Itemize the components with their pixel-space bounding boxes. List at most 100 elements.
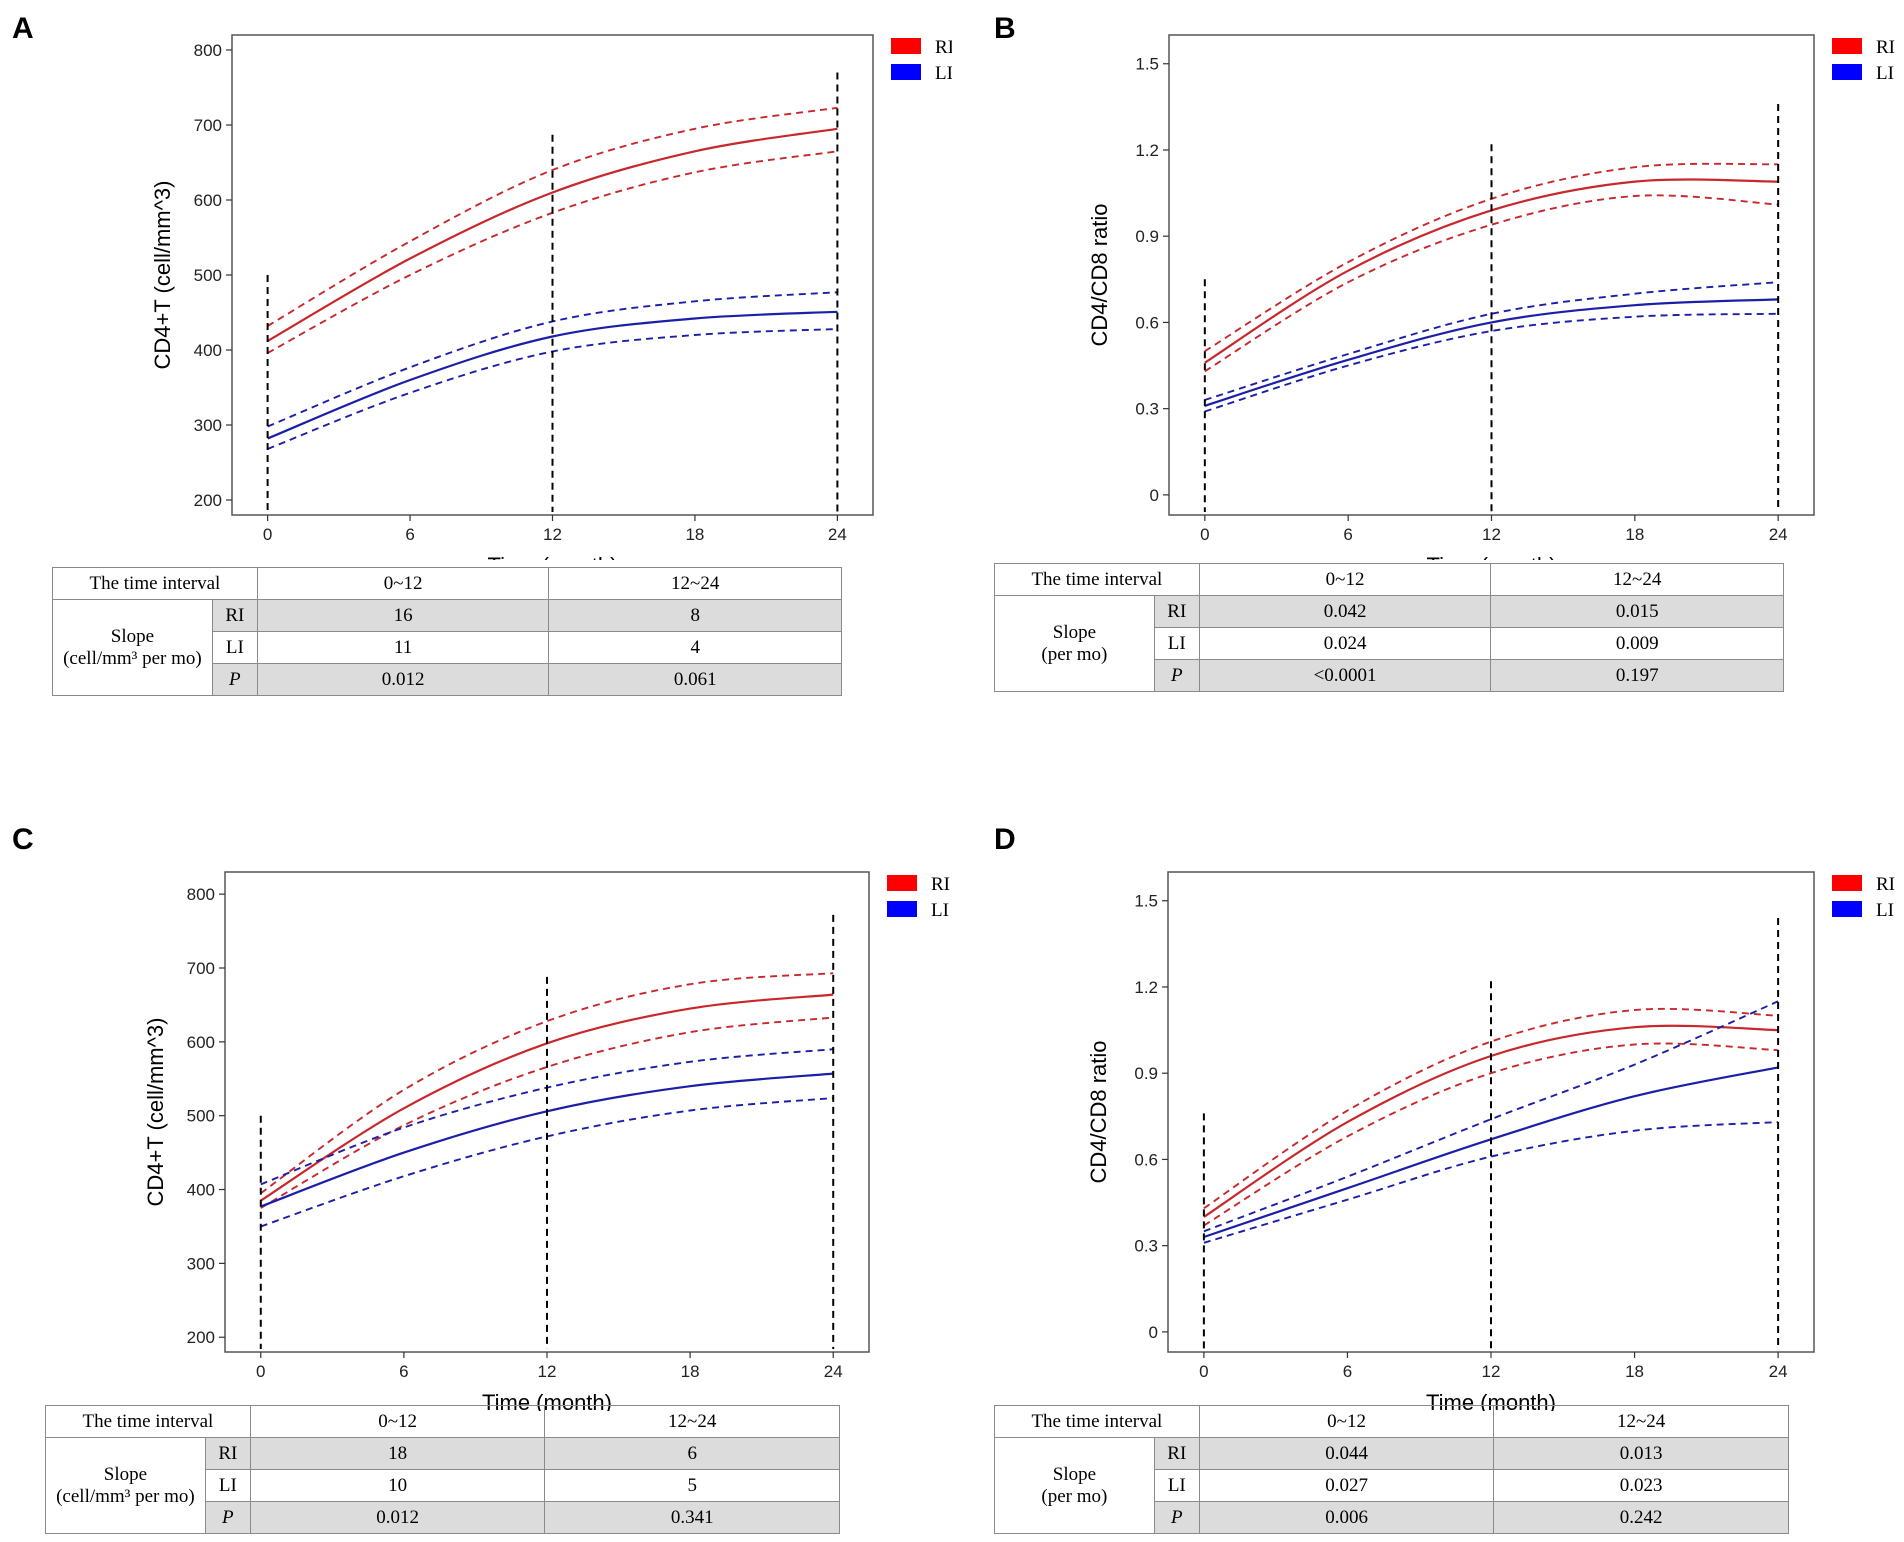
series-li <box>1204 298 1779 407</box>
legend-label-li: LI <box>931 900 949 921</box>
y-tick-label: 1.5 <box>1134 892 1158 911</box>
x-tick-label: 24 <box>1769 1362 1788 1381</box>
header-time-interval: The time interval <box>994 563 1200 596</box>
legend-swatch-ri <box>1832 38 1862 54</box>
row-label: RI <box>1153 1437 1200 1470</box>
panel-c: C 200 300 400 500 600 700 800 0 6 12 18 24 Time (mont… <box>0 771 952 1542</box>
legend-swatch-ri <box>1832 875 1862 891</box>
slope-label-line: (cell/mm³ per mo) <box>63 647 202 669</box>
value-cell: 0.044 <box>1198 1437 1495 1470</box>
y-tick-label: 1.5 <box>1135 55 1159 74</box>
value-cell: 0.027 <box>1198 1469 1495 1502</box>
legend-label-li: LI <box>1876 63 1894 84</box>
plot-frame <box>1168 34 1815 516</box>
x-tick-label: 6 <box>405 525 414 544</box>
value-cell: 0.197 <box>1490 659 1784 692</box>
x-tick-label: 0 <box>1199 1362 1208 1381</box>
series-ri-lower <box>1203 1042 1779 1227</box>
panel-b: B 0 0.3 0.6 0.9 1.2 1.5 0 6 12 18 24 Time (month) CD4… <box>952 0 1904 771</box>
value-cell: 4 <box>548 631 842 664</box>
row-label: RI <box>204 1437 251 1470</box>
legend-label-ri: RI <box>1876 874 1895 895</box>
x-tick-label: 24 <box>1769 525 1788 544</box>
value-cell: 18 <box>249 1437 546 1470</box>
row-label: RI <box>1153 595 1200 628</box>
header-interval-1: 0~12 <box>256 567 550 600</box>
slope-label: Slope (cell/mm³ per mo) <box>45 1437 206 1534</box>
value-cell: 0.015 <box>1490 595 1784 628</box>
legend-swatch-ri <box>887 875 917 891</box>
legend-swatch-li <box>887 901 917 917</box>
y-tick-label: 800 <box>194 41 222 60</box>
legend-swatch-ri <box>891 38 921 54</box>
slope-label: Slope (per mo) <box>994 1437 1155 1534</box>
value-cell: 11 <box>256 631 550 664</box>
series-li-lower <box>1204 312 1779 413</box>
legend-label-ri: RI <box>935 37 952 58</box>
y-tick-label: 300 <box>194 416 222 435</box>
value-cell: 0.012 <box>249 1501 546 1534</box>
slope-label: Slope (per mo) <box>994 595 1155 692</box>
y-axis-title: CD4/CD8 ratio <box>1086 1040 1111 1183</box>
table-row: Slope (cell/mm³ per mo) RI 18 6 <box>45 1437 840 1534</box>
series-li-upper <box>1203 1000 1779 1233</box>
y-tick-label: 400 <box>187 1181 215 1200</box>
y-tick-label: 800 <box>187 885 215 904</box>
slope-label: Slope (cell/mm³ per mo) <box>52 599 213 696</box>
series-ri <box>267 127 838 342</box>
y-tick-label: 0.6 <box>1135 313 1159 332</box>
x-tick-label: 18 <box>1625 525 1644 544</box>
table-row: LI 10 5 <box>46 1469 840 1502</box>
stat-table-a: The time interval 0~12 12~24 Slope (cell/mm³… <box>52 567 842 696</box>
legend-label-li: LI <box>935 63 952 84</box>
legend-swatch-li <box>891 64 921 80</box>
x-tick-label: 12 <box>543 525 562 544</box>
x-tick-label: 12 <box>538 1362 557 1381</box>
header-interval-2: 12~24 <box>1490 563 1784 596</box>
slope-label-line: Slope <box>110 625 155 647</box>
x-tick-label: 12 <box>1482 525 1501 544</box>
header-interval-2: 12~24 <box>548 567 842 600</box>
slope-label-line: (per mo) <box>1041 643 1108 665</box>
value-cell: 0.042 <box>1198 595 1492 628</box>
y-tick-label: 0 <box>1149 1323 1158 1342</box>
panel-letter: D <box>994 823 1016 856</box>
table-header-row: The time interval 0~12 12~24 <box>994 1405 1789 1438</box>
slope-label-line: Slope <box>1052 621 1097 643</box>
panel-d: D 0 0.3 0.6 0.9 1.2 1.5 0 6 12 18 24 Time (month) CD4… <box>952 771 1904 1542</box>
row-label: LI <box>1153 1469 1200 1502</box>
x-tick-label: 18 <box>681 1362 700 1381</box>
y-tick-label: 500 <box>194 266 222 285</box>
table-row: P 0.012 0.341 <box>46 1501 840 1534</box>
y-tick-label: 0.3 <box>1134 1237 1158 1256</box>
y-tick-label: 0 <box>1150 486 1159 505</box>
y-tick-label: 200 <box>194 491 222 510</box>
header-interval-1: 0~12 <box>1198 563 1492 596</box>
series-li <box>267 310 838 440</box>
value-cell: 0.023 <box>1493 1469 1789 1502</box>
y-tick-label: 0.6 <box>1134 1150 1158 1169</box>
table-row: P 0.006 0.242 <box>995 1501 1789 1534</box>
chart-b: B 0 0.3 0.6 0.9 1.2 1.5 0 6 12 18 24 Time (month) CD4… <box>994 12 1895 560</box>
header-interval-2: 12~24 <box>1493 1405 1789 1438</box>
y-tick-label: 1.2 <box>1135 141 1159 160</box>
value-cell: 0.009 <box>1490 627 1784 660</box>
plot-frame <box>231 34 874 516</box>
x-axis-title: Time (month) <box>488 553 618 560</box>
header-time-interval: The time interval <box>994 1405 1200 1438</box>
x-tick-label: 24 <box>828 525 847 544</box>
table-row: Slope (per mo) RI 0.042 0.015 <box>994 595 1784 692</box>
value-cell: 0.061 <box>548 663 842 696</box>
slope-label-line: Slope <box>1052 1463 1097 1485</box>
series-li-lower <box>1203 1121 1779 1244</box>
row-label: LI <box>204 1469 251 1502</box>
y-tick-label: 700 <box>194 116 222 135</box>
stat-table-b: The time interval 0~12 12~24 Slope (per mo) R… <box>994 563 1784 692</box>
slope-label-line: Slope <box>103 1463 148 1485</box>
panel-letter: B <box>994 12 1016 45</box>
value-cell: 0.012 <box>256 663 550 696</box>
series-ri-upper <box>267 106 838 327</box>
x-tick-label: 24 <box>824 1362 843 1381</box>
